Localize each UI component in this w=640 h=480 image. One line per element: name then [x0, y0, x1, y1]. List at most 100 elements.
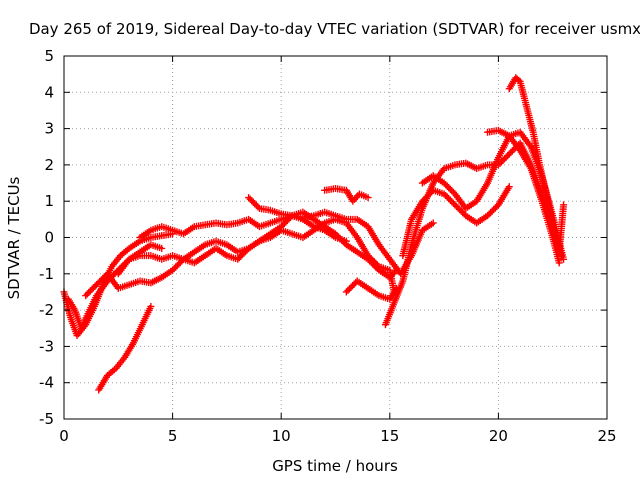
y-tick-label: 1 — [44, 192, 54, 210]
y-axis-label: SDTVAR / TECUs — [5, 176, 23, 299]
data-point-track-g — [245, 194, 253, 202]
axis-ticks: 0 5 10 15 20 25 -5 -4 -3 -2 -1 0 1 2 3 4 5 — [39, 47, 617, 445]
data-point-track-g — [254, 203, 262, 211]
data-point-track-k — [451, 201, 459, 209]
y-tick-label: -5 — [39, 410, 54, 428]
data-point-track-k — [490, 205, 498, 213]
data-point-track-l — [446, 185, 454, 193]
data-point-track-j — [505, 150, 513, 158]
data-point-track-i — [342, 288, 350, 296]
data-points — [60, 74, 568, 394]
data-point-track-i — [347, 283, 355, 291]
data-point-track-e — [370, 258, 378, 266]
data-point-track-e — [364, 252, 372, 260]
data-point-track-g — [252, 201, 260, 209]
data-point-track-d — [172, 263, 180, 271]
data-point-track-h — [364, 194, 372, 202]
x-tick-label: 15 — [380, 427, 399, 445]
data-point-track-k — [445, 195, 453, 203]
chart-title: Day 265 of 2019, Sidereal Day-to-day VTE… — [29, 20, 640, 38]
data-point-track-m — [555, 259, 563, 267]
data-point-track-j — [504, 152, 512, 160]
data-point-track-d — [91, 282, 99, 290]
data-point-track-g — [249, 198, 257, 206]
y-tick-label: -3 — [39, 337, 54, 355]
data-point-track-e — [235, 254, 243, 262]
x-tick-label: 25 — [597, 427, 616, 445]
data-point-track-g — [248, 197, 256, 205]
data-point-track-e — [367, 255, 375, 263]
data-point-track-k — [426, 189, 434, 197]
data-point-track-d — [176, 258, 184, 266]
data-point-track-l — [445, 184, 453, 192]
data-point-track-e — [240, 249, 248, 257]
data-point-track-e — [234, 255, 242, 263]
data-point-track-j — [508, 147, 516, 155]
data-point-track-d — [82, 292, 90, 300]
data-point-track-k — [484, 212, 492, 220]
x-axis-label: GPS time / hours — [272, 457, 398, 475]
data-point-track-d — [175, 260, 183, 268]
data-point-track-k — [491, 204, 499, 212]
data-point-track-k — [453, 202, 461, 210]
x-tick-label: 0 — [59, 427, 69, 445]
data-point-track-e — [373, 261, 381, 269]
data-point-track-n — [560, 201, 568, 209]
data-point-track-d — [94, 279, 102, 287]
data-point-track-d — [169, 266, 177, 274]
data-point-track-e — [372, 259, 380, 267]
y-tick-label: -2 — [39, 301, 54, 319]
data-point-track-d — [85, 288, 93, 296]
data-point-track-e — [369, 256, 377, 264]
data-point-track-k — [420, 196, 428, 204]
data-point-track-k — [505, 183, 513, 191]
data-point-track-k — [418, 197, 426, 205]
data-point-track-d — [96, 278, 104, 286]
x-tick-label: 10 — [272, 427, 291, 445]
data-point-track-k — [488, 207, 496, 215]
data-point-track-e — [242, 248, 250, 256]
y-tick-label: -1 — [39, 265, 54, 283]
data-point-track-k — [428, 188, 436, 196]
x-tick-label: 20 — [489, 427, 508, 445]
data-point-track-d — [99, 274, 107, 282]
data-point-track-k — [448, 198, 456, 206]
data-point-track-d — [83, 290, 91, 298]
data-point-track-d — [97, 276, 105, 284]
data-point-track-d — [93, 281, 101, 289]
y-tick-label: -4 — [39, 374, 54, 392]
y-tick-label: 2 — [44, 156, 54, 174]
data-point-track-d — [279, 221, 287, 229]
data-point-track-i — [345, 285, 353, 293]
data-point-track-k — [443, 193, 451, 201]
data-point-track-k — [421, 194, 429, 202]
y-tick-label: 0 — [44, 229, 54, 247]
data-point-track-k — [442, 191, 450, 199]
data-point-track-d — [86, 287, 94, 295]
data-point-track-k — [425, 191, 433, 199]
data-point-track-k — [440, 190, 448, 198]
data-point-track-k — [456, 205, 464, 213]
y-tick-label: 5 — [44, 47, 54, 65]
data-point-track-d — [280, 219, 288, 227]
data-point-track-g — [246, 195, 254, 203]
data-point-track-k — [459, 209, 467, 217]
x-tick-label: 5 — [168, 427, 178, 445]
data-point-track-i — [350, 280, 358, 288]
y-tick-label: 4 — [44, 83, 54, 101]
data-point-track-j — [501, 155, 509, 163]
data-point-track-g — [251, 200, 259, 208]
data-point-track-c — [147, 302, 155, 310]
data-point-track-k — [446, 196, 454, 204]
data-point-track-l — [440, 179, 448, 187]
data-point-track-d — [170, 265, 178, 273]
data-point-track-f — [342, 237, 350, 245]
data-point-track-k — [454, 204, 462, 212]
data-point-track-l — [443, 182, 451, 190]
data-point-track-j — [507, 148, 515, 156]
data-point-track-e — [237, 252, 245, 260]
data-point-track-j — [502, 153, 510, 161]
data-point-track-k — [449, 199, 457, 207]
data-point-track-g — [429, 219, 437, 227]
